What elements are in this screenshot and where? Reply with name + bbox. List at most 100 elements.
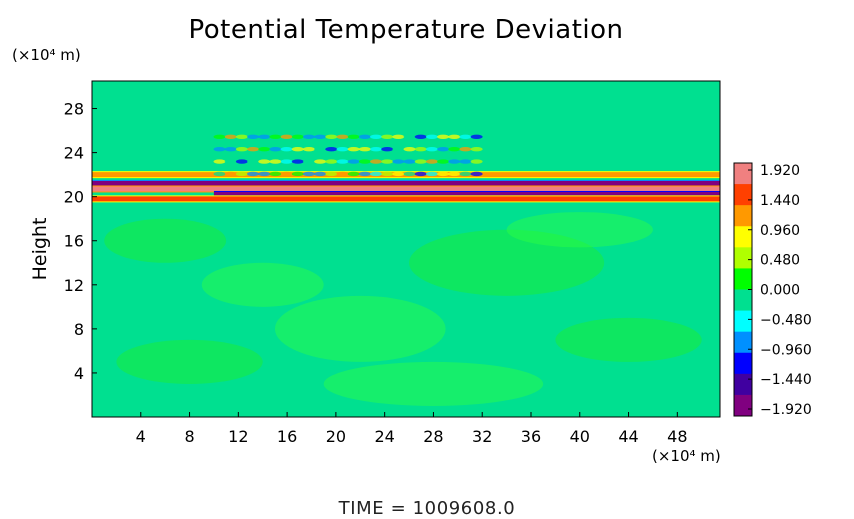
wave-cell (336, 146, 349, 152)
wave-cell (336, 171, 349, 177)
wave-cell (448, 134, 461, 139)
colorbar-tick-label: 1.920 (760, 163, 800, 179)
y-tick-label: 16 (64, 232, 84, 251)
y-unit-label: (×10⁴ m) (12, 46, 81, 64)
wave-cell (325, 159, 338, 164)
x-tick-label: 48 (667, 427, 687, 446)
wave-cell (347, 146, 360, 152)
wave-cell (414, 146, 427, 152)
y-tick-label: 20 (64, 188, 84, 207)
wave-cell (291, 159, 304, 164)
field-patch (555, 317, 702, 362)
wave-cell (414, 159, 427, 164)
wave-cell (459, 159, 472, 164)
wave-cell (213, 146, 226, 152)
wave-cell (403, 159, 416, 164)
wave-cell (470, 146, 483, 152)
y-tick-label: 28 (64, 100, 84, 119)
wave-cell (247, 146, 260, 152)
colorbar-tick-label: −1.920 (760, 402, 812, 418)
wave-cell (224, 171, 237, 177)
colorbar-swatch (734, 352, 752, 375)
wave-cell (459, 134, 472, 139)
colorbar-tick-label: 0.480 (760, 253, 800, 269)
wave-cell (448, 159, 461, 164)
wave-cell (437, 171, 450, 177)
wave-cell (425, 146, 438, 152)
wave-cell (269, 134, 282, 139)
wave-cell (403, 171, 416, 177)
wave-cell (314, 146, 327, 152)
colorbar-swatch (734, 268, 752, 290)
wave-cell (347, 159, 360, 164)
wave-cell (302, 159, 315, 164)
y-axis: 4 8 12 16 20 24 28 (64, 100, 97, 383)
plot-frame (91, 80, 721, 418)
wave-cell (224, 134, 237, 139)
band (213, 191, 720, 197)
wave-cell (403, 146, 416, 152)
wave-cell (448, 171, 461, 177)
wave-cell (370, 134, 383, 139)
wave-cell (291, 171, 304, 177)
wave-cell (425, 134, 438, 139)
wave-cell (213, 171, 226, 177)
wave-cell (224, 146, 237, 152)
wave-cell (269, 146, 282, 152)
wave-cell (403, 134, 416, 139)
wave-cell (280, 146, 293, 152)
wave-cell (470, 171, 483, 177)
colorbar-swatch (734, 331, 752, 354)
band (92, 180, 720, 186)
wave-cell (325, 171, 338, 177)
wave-cell (224, 159, 237, 164)
colorbar-tick-label: −1.440 (760, 372, 812, 388)
field-patch (104, 218, 227, 263)
wave-cell (302, 171, 315, 177)
colorbar-swatch (734, 184, 752, 206)
wave-cell (425, 171, 438, 177)
colorbar-tick-label: 0.960 (760, 223, 800, 239)
wave-cell (280, 159, 293, 164)
wave-cell (291, 134, 304, 139)
wave-cell (470, 134, 483, 139)
wave-cell (247, 134, 260, 139)
wave-cell (370, 146, 383, 152)
wave-cell (381, 159, 394, 164)
colorbar-swatch (734, 373, 752, 396)
field-patch (409, 229, 605, 296)
wave-cell (347, 171, 360, 177)
x-tick-label: 20 (326, 427, 346, 446)
chart-title: Potential Temperature Deviation (189, 15, 624, 45)
colorbar-swatch (734, 163, 752, 185)
wave-cell (381, 171, 394, 177)
wave-cell (459, 171, 472, 177)
wave-cell (280, 171, 293, 177)
wave-cell (325, 134, 338, 139)
wave-cell (381, 134, 394, 139)
field-patch (116, 339, 263, 384)
wave-cell (392, 146, 405, 152)
wave-cell (258, 134, 271, 139)
wave-cell (269, 171, 282, 177)
wave-cell (269, 159, 282, 164)
wave-cell (414, 134, 427, 139)
x-tick-label: 16 (277, 427, 297, 446)
wave-cell (213, 134, 226, 139)
wave-cell (381, 146, 394, 152)
y-tick-label: 4 (74, 364, 84, 383)
field-patch (274, 295, 446, 362)
colorbar-tick-label: −0.480 (760, 312, 812, 328)
x-tick-label: 40 (570, 427, 590, 446)
wave-cell (358, 146, 371, 152)
band (92, 186, 720, 192)
colorbar-swatch (734, 226, 752, 248)
wave-cell (437, 134, 450, 139)
wave-cell (437, 159, 450, 164)
wave-cell (358, 134, 371, 139)
x-tick-label: 32 (472, 427, 492, 446)
wave-cell (325, 146, 338, 152)
wave-cell (314, 159, 327, 164)
colorbar-tick-label: 0.000 (760, 283, 800, 299)
wave-cell (291, 146, 304, 152)
